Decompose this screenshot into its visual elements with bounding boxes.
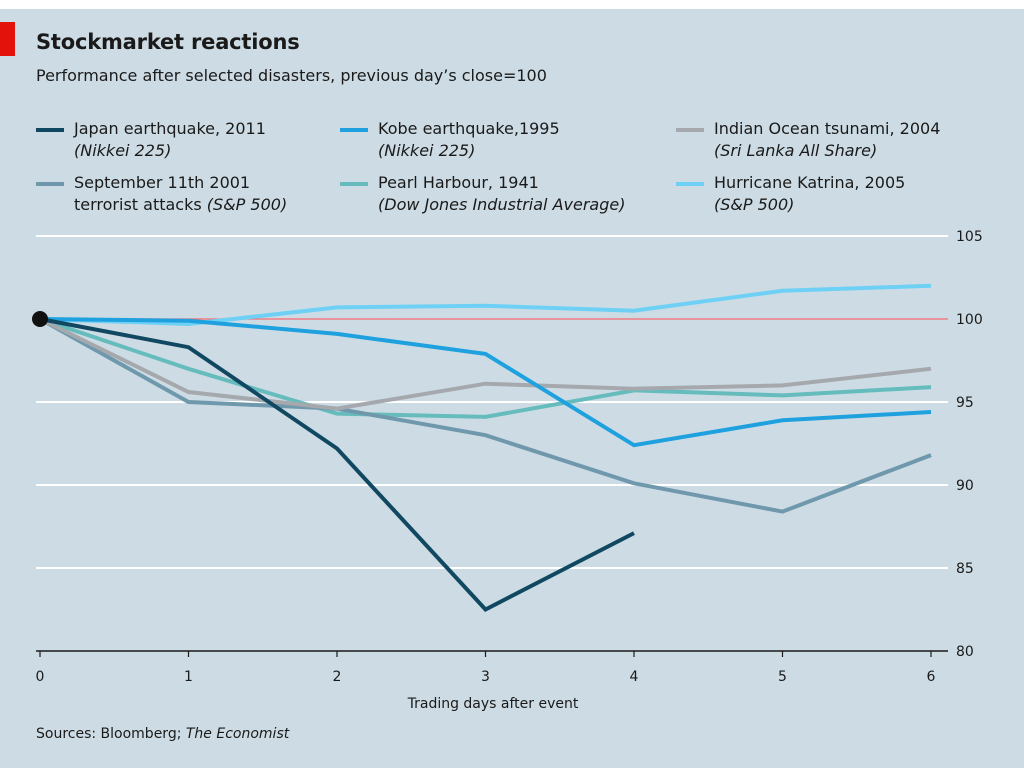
series-line-0 [39, 317, 635, 612]
series-line-1 [39, 317, 932, 448]
legend-line2: terrorist attacks [74, 195, 207, 214]
legend-swatch [676, 128, 704, 132]
source-publisher: The Economist [185, 726, 290, 742]
source-prefix: Sources: Bloomberg; [36, 726, 186, 742]
series-line-4 [39, 317, 932, 419]
top-strip [0, 0, 1024, 9]
legend-line1: Pearl Harbour, 1941 [378, 173, 539, 192]
legend-source: (Sri Lanka All Share) [714, 141, 878, 160]
origin-marker [32, 311, 48, 327]
chart-subtitle: Performance after selected disasters, pr… [36, 66, 547, 85]
chart-title: Stockmarket reactions [36, 30, 300, 54]
y-tick-label: 100 [956, 312, 983, 328]
legend-source: (S&P 500) [206, 195, 288, 214]
legend-label: Japan earthquake, 2011 (Nikkei 225) [74, 118, 266, 162]
legend-swatch [340, 128, 368, 132]
legend-source: (Nikkei 225) [378, 141, 476, 160]
x-tick-label: 5 [778, 669, 787, 685]
legend-label: September 11th 2001 terrorist attacks (S… [74, 172, 287, 216]
legend-label: Indian Ocean tsunami, 2004 (Sri Lanka Al… [714, 118, 940, 162]
legend-source: (Nikkei 225) [74, 141, 172, 160]
legend-swatch [36, 182, 64, 186]
x-tick-label: 4 [630, 669, 639, 685]
x-tick-label: 6 [927, 669, 936, 685]
legend-source: (S&P 500) [714, 195, 795, 214]
legend-line1: Hurricane Katrina, 2005 [714, 173, 906, 192]
accent-tag [0, 22, 15, 56]
series-line-5 [39, 283, 932, 327]
legend-line1: Japan earthquake, 2011 [74, 119, 266, 138]
legend-swatch [340, 182, 368, 186]
legend-line1: September 11th 2001 [74, 173, 251, 192]
legend-swatch [676, 182, 704, 186]
legend-line1: Indian Ocean tsunami, 2004 [714, 119, 941, 138]
legend-label: Hurricane Katrina, 2005 (S&P 500) [714, 172, 905, 216]
x-tick-label: 1 [184, 669, 193, 685]
x-tick-label: 3 [481, 669, 490, 685]
y-tick-label: 80 [956, 644, 974, 660]
x-axis-title: Trading days after event [407, 696, 579, 712]
legend-line1: Kobe earthquake,1995 [378, 119, 560, 138]
legend-label: Pearl Harbour, 1941 (Dow Jones Industria… [378, 172, 625, 216]
legend-label: Kobe earthquake,1995 (Nikkei 225) [378, 118, 560, 162]
y-tick-label: 95 [956, 395, 974, 411]
y-tick-label: 105 [956, 229, 983, 245]
legend-source: (Dow Jones Industrial Average) [378, 195, 626, 214]
source-note: Sources: Bloomberg; The Economist [36, 726, 289, 742]
y-tick-label: 85 [956, 561, 974, 577]
series-line-2 [39, 317, 932, 411]
x-tick-label: 2 [333, 669, 342, 685]
legend-swatch [36, 128, 64, 132]
series-line-3 [39, 317, 932, 514]
x-tick-label: 0 [36, 669, 45, 685]
y-tick-label: 90 [956, 478, 974, 494]
